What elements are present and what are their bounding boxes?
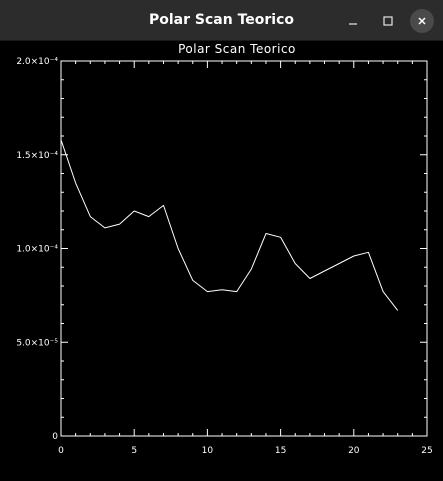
y-tick-label: 1.5×10⁻⁴ [16,151,58,161]
plot-frame [60,60,428,437]
y-tick-label: 5.0×10⁻⁵ [16,338,58,348]
minimize-icon [347,15,359,27]
maximize-button[interactable] [376,9,400,33]
minimize-button[interactable] [341,9,365,33]
chart-title: Polar Scan Teorico [178,42,296,56]
tick-labels: 0 5 10 15 20 25 0 5.0×10⁻⁵ 1.0×10⁻⁴ 1.5×10⁻⁴ 2.0×1… [16,57,432,456]
x-tick-label: 5 [131,446,137,456]
axis-ticks [60,60,428,437]
y-tick-label: 1.0×10⁻⁴ [16,245,58,255]
y-tick-label: 0 [52,432,58,442]
plot-canvas: Polar Scan Teorico 0 5 10 15 20 25 0 5.0×10⁻⁵ 1.… [0,41,443,481]
x-tick-label: 0 [58,446,64,456]
x-tick-label: 20 [348,446,360,456]
x-tick-label: 25 [421,446,432,456]
window-titlebar[interactable]: Polar Scan Teorico [0,0,443,41]
close-icon [416,15,428,27]
x-tick-label: 15 [275,446,286,456]
y-tick-label: 2.0×10⁻⁴ [16,57,58,67]
x-tick-label: 10 [202,446,214,456]
data-series [60,139,399,311]
maximize-icon [382,15,394,27]
window-title: Polar Scan Teorico [149,12,294,28]
series-line [60,139,399,311]
close-button[interactable] [410,9,434,33]
polar-scan-chart: Polar Scan Teorico 0 5 10 15 20 25 0 5.0×10⁻⁵ 1.… [16,42,432,456]
